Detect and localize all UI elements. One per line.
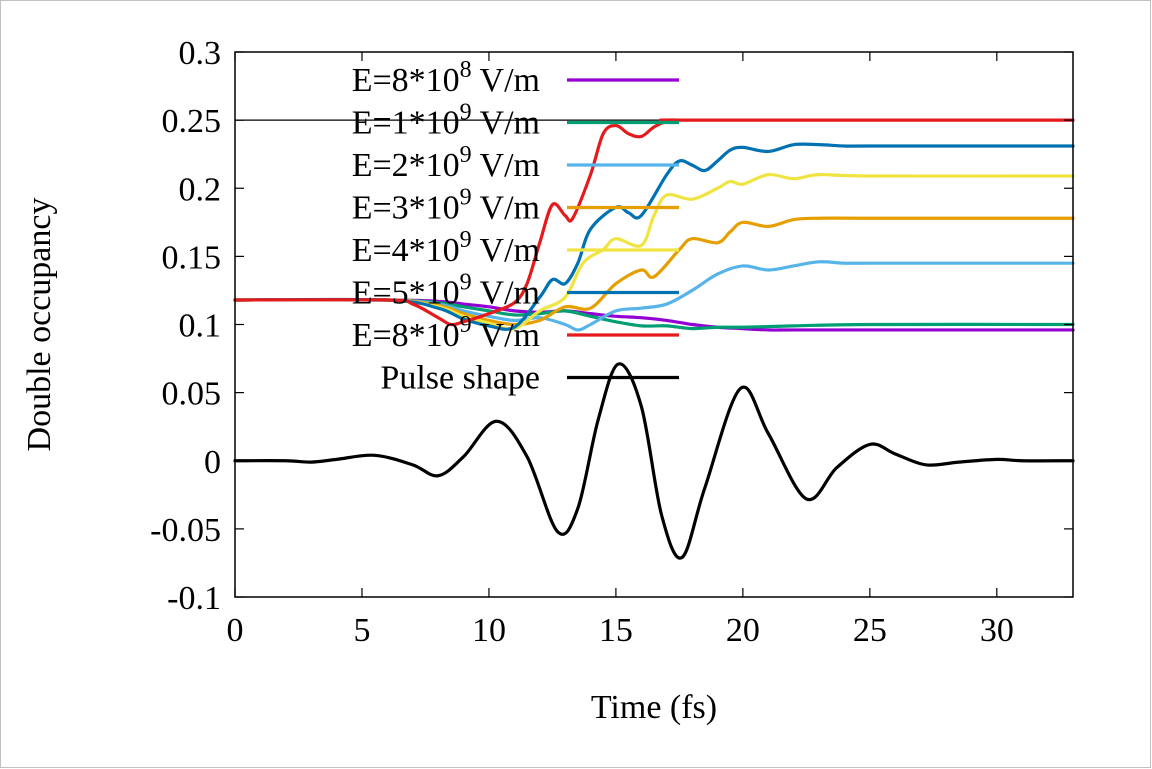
legend-label-6: E=5*109 V/m	[352, 270, 540, 312]
series-line-7	[233, 118, 1075, 327]
series-line-2	[233, 298, 1075, 331]
y-tick-label: 0.15	[162, 239, 222, 276]
x-axis: 0 5 10 15 20 25 30	[227, 52, 1014, 649]
x-tick-label: 0	[227, 612, 244, 649]
series-layer	[233, 118, 1075, 560]
y-tick-label: 0.1	[179, 308, 222, 345]
legend-label-1: E=8*108 V/m	[352, 57, 540, 99]
y-axis-title: Double occupancy	[21, 198, 58, 452]
x-tick-label: 10	[472, 612, 506, 649]
y-tick-label: 0	[204, 444, 221, 481]
series-line-3	[233, 260, 1075, 332]
y-axis: -0.1 -0.05 0 0.05 0.1 0.15 0.2 0.25 0.3	[150, 35, 1073, 617]
legend-label-2: E=1*109 V/m	[352, 100, 540, 142]
y-tick-label: -0.05	[150, 512, 221, 549]
x-tick-label: 5	[353, 612, 370, 649]
x-tick-label: 25	[853, 612, 887, 649]
x-tick-label: 30	[980, 612, 1014, 649]
legend-label-3: E=2*109 V/m	[352, 142, 540, 184]
series-line-8	[233, 362, 1075, 560]
y-tick-label: 0.3	[179, 35, 222, 72]
x-tick-label: 20	[726, 612, 760, 649]
legend-label-7: E=8*109 V/m	[352, 312, 540, 354]
y-tick-label: 0.25	[162, 103, 222, 140]
legend-label-8: Pulse shape	[380, 360, 540, 397]
legend-label-4: E=3*109 V/m	[352, 185, 540, 227]
y-tick-label: 0.05	[162, 376, 222, 413]
y-tick-label: 0.2	[179, 171, 222, 208]
y-tick-label: -0.1	[167, 580, 221, 617]
series-line-6	[233, 142, 1075, 331]
series-line-1	[233, 298, 1075, 332]
legend-label-5: E=4*109 V/m	[352, 227, 540, 269]
legend: E=8*108 V/mE=1*109 V/mE=2*109 V/mE=3*109…	[352, 57, 679, 397]
x-axis-title: Time (fs)	[591, 689, 717, 726]
series-line-4	[233, 216, 1075, 327]
x-tick-label: 15	[599, 612, 633, 649]
